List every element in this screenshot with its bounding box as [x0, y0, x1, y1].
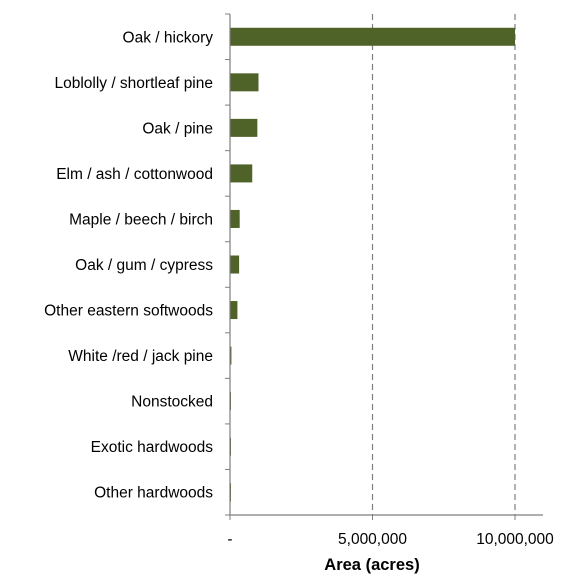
bar-2: [230, 118, 258, 137]
category-label-10: Other hardwoods: [94, 485, 213, 502]
category-label-3: Elm / ash / cottonwood: [56, 166, 213, 183]
category-label-5: Oak / gum / cypress: [75, 257, 213, 274]
bar-6: [230, 301, 238, 320]
x-axis-title: Area (acres): [324, 556, 419, 574]
category-label-9: Exotic hardwoods: [91, 439, 214, 456]
category-label-6: Other eastern softwoods: [44, 303, 213, 320]
bar-0: [230, 27, 515, 46]
x-tick-label-0: -: [227, 531, 232, 548]
bar-7: [230, 346, 232, 365]
x-tick-label-1: 5,000,000: [338, 531, 407, 548]
bar-3: [230, 164, 253, 183]
category-label-8: Nonstocked: [131, 394, 213, 411]
axes: [225, 13, 543, 520]
category-labels: Oak / hickory Loblolly / shortleaf pine Oa…: [44, 29, 213, 501]
category-label-2: Oak / pine: [142, 120, 213, 137]
category-label-4: Maple / beech / birch: [69, 211, 213, 228]
x-tick-labels: - 5,000,000 10,000,000: [227, 531, 554, 548]
bar-5: [230, 255, 240, 274]
gridlines: [371, 14, 516, 515]
bar-4: [230, 209, 240, 228]
category-label-7: White /red / jack pine: [68, 348, 213, 365]
x-tick-label-2: 10,000,000: [476, 531, 554, 548]
category-label-1: Loblolly / shortleaf pine: [54, 75, 213, 92]
bars: [230, 27, 515, 502]
bar-1: [230, 73, 259, 92]
category-label-0: Oak / hickory: [123, 29, 214, 46]
